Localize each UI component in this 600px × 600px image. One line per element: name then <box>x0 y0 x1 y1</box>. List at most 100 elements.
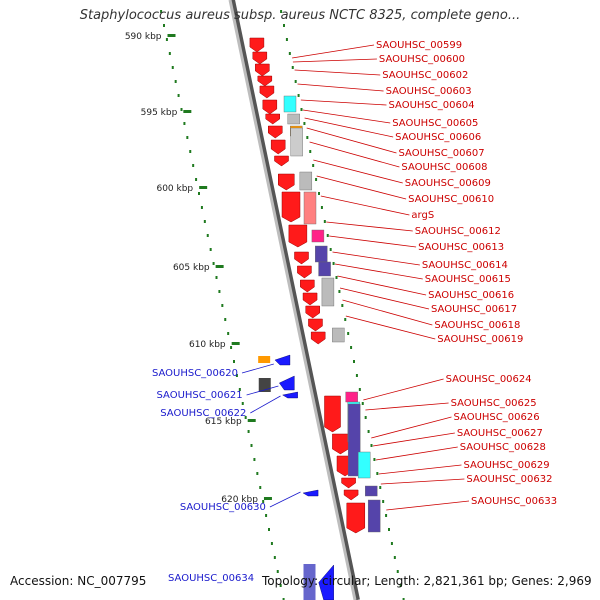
scale-dot <box>323 220 326 223</box>
leader-line <box>320 195 410 216</box>
gene-arrow-forward[interactable] <box>268 125 283 139</box>
scale-dot <box>388 528 390 531</box>
gene-arrow-forward[interactable] <box>305 305 320 319</box>
gene-domain-box[interactable] <box>258 356 271 363</box>
gene-domain-box[interactable] <box>299 171 313 191</box>
gene-label[interactable]: SAOUHSC_00622 <box>160 408 246 419</box>
gene-arrow-reverse[interactable] <box>274 354 291 366</box>
gene-label[interactable]: SAOUHSC_00630 <box>180 502 266 513</box>
gene-domain-box[interactable] <box>290 127 303 157</box>
scale-dot <box>303 122 306 125</box>
gene-arrow-forward[interactable] <box>341 477 356 489</box>
gene-label[interactable]: SAOUHSC_00599 <box>376 40 462 51</box>
gene-arrow-forward[interactable] <box>257 75 273 87</box>
gene-arrow-forward[interactable] <box>265 113 280 125</box>
scale-dot <box>344 318 347 321</box>
gene-domain-box[interactable] <box>365 485 378 497</box>
gene-domain-box[interactable] <box>303 191 317 225</box>
scale-dot <box>206 234 209 237</box>
gene-label[interactable]: SAOUHSC_00617 <box>431 304 517 315</box>
gene-arrow-reverse[interactable] <box>302 489 319 497</box>
gene-label[interactable]: SAOUHSC_00615 <box>425 274 511 285</box>
gene-domain-box[interactable] <box>318 261 331 277</box>
gene-domain-box[interactable] <box>367 499 381 533</box>
gene-arrow-forward[interactable] <box>297 265 312 279</box>
gene-label[interactable]: SAOUHSC_00632 <box>466 474 552 485</box>
scale-tick <box>231 342 240 345</box>
gene-label[interactable]: SAOUHSC_00620 <box>152 368 238 379</box>
gene-arrow-forward[interactable] <box>294 251 309 265</box>
gene-label[interactable]: SAOUHSC_00606 <box>395 132 481 143</box>
gene-arrow-forward[interactable] <box>278 173 295 191</box>
gene-domain-box[interactable] <box>347 403 361 477</box>
gene-arrow-forward[interactable] <box>281 191 301 223</box>
gene-label[interactable]: SAOUHSC_00604 <box>389 100 475 111</box>
gene-label[interactable]: argS <box>411 210 434 221</box>
gene-label[interactable]: SAOUHSC_00614 <box>422 260 508 271</box>
gene-domain-box[interactable] <box>315 245 328 263</box>
scale-dot <box>212 262 215 265</box>
gene-label[interactable]: SAOUHSC_00603 <box>386 86 472 97</box>
gene-label[interactable]: SAOUHSC_00605 <box>392 118 478 129</box>
gene-domain-box[interactable] <box>287 113 300 125</box>
gene-label-partial[interactable]: SAOUHSC_00634 <box>168 573 255 584</box>
gene-arrow-forward[interactable] <box>255 63 270 77</box>
scale-dot <box>379 486 382 489</box>
scale-dot <box>326 234 329 237</box>
gene-domain-box[interactable] <box>303 564 316 600</box>
gene-domain-box[interactable] <box>357 451 371 479</box>
gene-label[interactable]: SAOUHSC_00600 <box>379 54 465 65</box>
gene-label[interactable]: SAOUHSC_00629 <box>464 460 550 471</box>
gene-label[interactable]: SAOUHSC_00619 <box>437 334 523 345</box>
gene-label[interactable]: SAOUHSC_00626 <box>454 412 540 423</box>
gene-label[interactable]: SAOUHSC_00612 <box>415 226 501 237</box>
scale-dot <box>291 66 294 69</box>
gene-domain-box[interactable] <box>332 327 345 343</box>
gene-domain-box[interactable] <box>321 277 335 307</box>
gene-arrow-forward[interactable] <box>310 331 326 345</box>
gene-arrow-forward[interactable] <box>332 433 349 455</box>
gene-domain-box[interactable] <box>311 229 325 243</box>
gene-domain-box[interactable] <box>345 391 358 403</box>
gene-arrow-forward[interactable] <box>270 139 286 155</box>
gene-arrow-reverse[interactable] <box>282 391 298 399</box>
gene-label[interactable]: SAOUHSC_00627 <box>457 428 543 439</box>
gene-label[interactable]: SAOUHSC_00609 <box>405 178 491 189</box>
gene-label[interactable]: SAOUHSC_00625 <box>451 398 537 409</box>
gene-arrow-reverse[interactable] <box>279 375 295 391</box>
gene-label[interactable]: SAOUHSC_00616 <box>428 290 514 301</box>
gene-arrow-forward[interactable] <box>343 489 359 501</box>
leader-line <box>334 263 423 280</box>
gene-arrow-forward[interactable] <box>346 502 366 534</box>
gene-arrow-forward[interactable] <box>249 37 265 53</box>
gene-label[interactable]: SAOUHSC_00610 <box>408 194 494 205</box>
gene-arrow-reverse[interactable] <box>318 564 334 600</box>
leader-line <box>292 58 377 63</box>
gene-label[interactable]: SAOUHSC_00621 <box>157 390 243 401</box>
scale-dot <box>250 444 253 447</box>
scale-dot <box>288 52 291 55</box>
gene-label[interactable]: SAOUHSC_00607 <box>399 148 485 159</box>
gene-arrow-forward[interactable] <box>288 224 308 248</box>
gene-domain-box[interactable] <box>283 95 297 113</box>
gene-label[interactable]: SAOUHSC_00602 <box>382 70 468 81</box>
gene-label[interactable]: SAOUHSC_00633 <box>471 496 557 507</box>
genome-backbone <box>228 0 360 600</box>
gene-label[interactable]: SAOUHSC_00624 <box>446 374 532 385</box>
gene-arrow-forward[interactable] <box>262 99 278 115</box>
scale-tick <box>263 497 272 500</box>
gene-arrow-forward[interactable] <box>300 279 315 293</box>
gene-label[interactable]: SAOUHSC_00618 <box>434 320 520 331</box>
gene-arrow-forward[interactable] <box>302 292 318 306</box>
scale-dot <box>315 178 318 181</box>
gene-arrow-forward[interactable] <box>259 85 275 99</box>
gene-label[interactable]: SAOUHSC_00608 <box>401 162 487 173</box>
gene-label[interactable]: SAOUHSC_00628 <box>460 442 546 453</box>
gene-domain-box[interactable] <box>258 378 271 392</box>
scale-label: 615 kbp <box>205 417 242 427</box>
gene-label[interactable]: SAOUHSC_00613 <box>418 242 504 253</box>
gene-arrow-forward[interactable] <box>274 155 289 167</box>
gene-arrow-forward[interactable] <box>252 51 268 65</box>
gene-arrow-forward[interactable] <box>324 395 341 433</box>
gene-arrow-forward[interactable] <box>308 318 323 332</box>
